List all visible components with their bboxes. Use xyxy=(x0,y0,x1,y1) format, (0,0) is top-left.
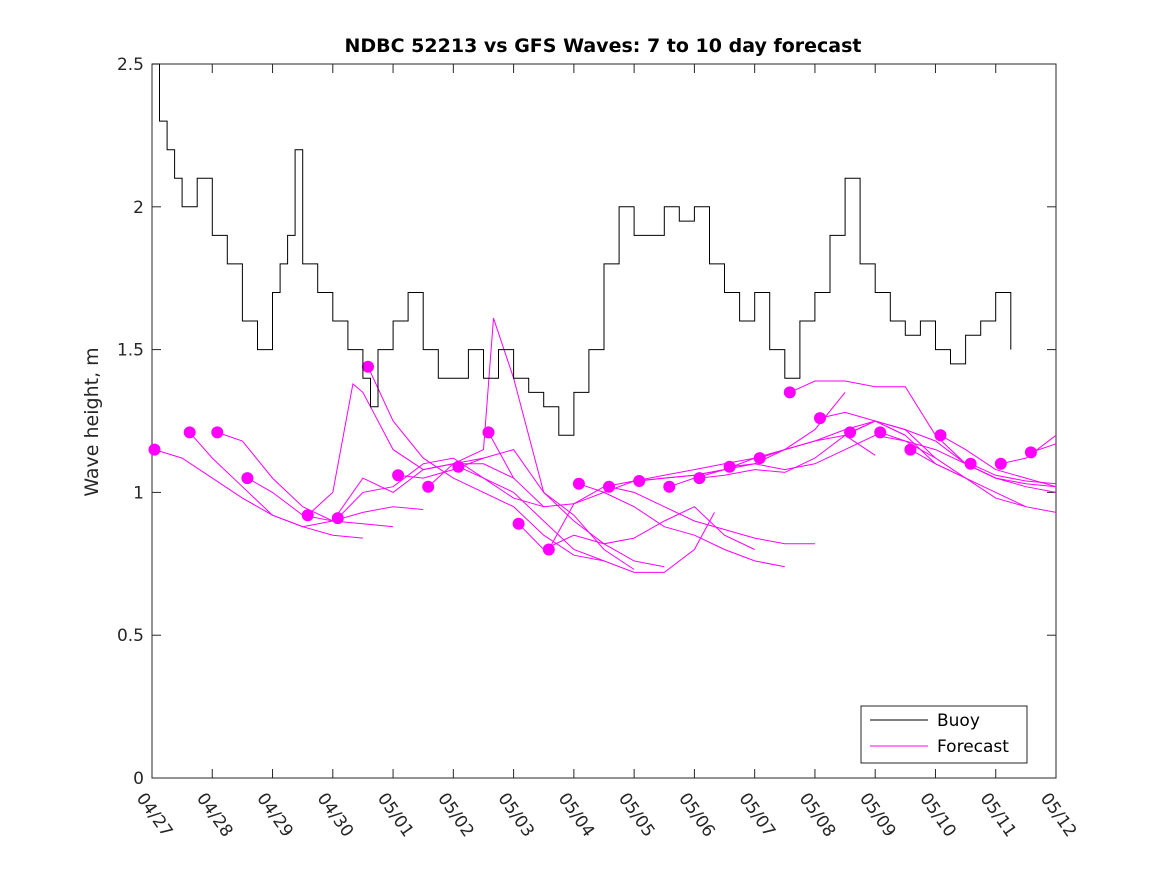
forecast-point xyxy=(934,429,947,442)
forecast-point xyxy=(392,469,405,482)
forecast-point xyxy=(723,460,736,473)
forecast-line xyxy=(1000,434,1057,465)
forecast-line xyxy=(729,434,936,471)
forecast-point xyxy=(211,426,224,439)
forecast-point xyxy=(904,443,917,456)
forecast-line xyxy=(789,380,996,479)
forecast-point xyxy=(183,426,196,439)
y-axis-label: Wave height, m xyxy=(81,347,103,496)
forecast-point xyxy=(572,477,585,490)
chart-title: NDBC 52213 vs GFS Waves: 7 to 10 day for… xyxy=(344,35,861,57)
forecast-line xyxy=(307,382,514,516)
buoy-line xyxy=(152,63,1012,436)
forecast-line xyxy=(217,431,394,528)
forecast-point xyxy=(482,426,495,439)
buoy-series xyxy=(152,63,1012,436)
forecast-point xyxy=(874,426,887,439)
forecast-point xyxy=(663,480,676,493)
forecast-line xyxy=(849,420,1057,493)
y-tick-label: 0 xyxy=(133,769,144,789)
forecast-point xyxy=(994,457,1007,470)
forecast-line xyxy=(427,318,665,568)
forecast-line xyxy=(578,483,785,568)
forecast-point xyxy=(814,412,826,425)
forecast-point xyxy=(331,512,344,525)
forecast-line xyxy=(819,411,1027,508)
forecast-line xyxy=(639,392,846,482)
forecast-point xyxy=(512,517,525,530)
legend-buoy-label: Buoy xyxy=(937,711,980,731)
forecast-point xyxy=(603,480,615,493)
forecast-point xyxy=(241,472,254,485)
forecast-line xyxy=(337,457,544,519)
forecast-point xyxy=(783,386,796,399)
forecast-line xyxy=(940,434,1057,488)
forecast-line xyxy=(910,449,1057,513)
forecast-point xyxy=(633,475,646,487)
forecast-line xyxy=(970,463,1057,485)
y-tick-label: 2 xyxy=(133,198,144,218)
forecast-line xyxy=(367,366,605,562)
forecast-point xyxy=(964,457,977,470)
forecast-point xyxy=(301,509,314,522)
forecast-point xyxy=(422,480,435,493)
forecast-line xyxy=(608,486,815,545)
legend-box xyxy=(860,705,1028,764)
forecast-series-lines xyxy=(154,318,1057,573)
forecast-point xyxy=(452,460,465,473)
forecast-line xyxy=(398,449,635,570)
forecast-point xyxy=(542,543,555,556)
y-tick-label: 1 xyxy=(133,483,144,503)
forecast-point xyxy=(1024,446,1037,459)
forecast-series-markers xyxy=(148,360,1037,556)
forecast-point xyxy=(753,452,766,465)
forecast-point xyxy=(362,360,374,373)
forecast-point xyxy=(693,472,706,485)
forecast-line xyxy=(548,457,755,550)
y-tick-label: 0.5 xyxy=(117,626,144,646)
forecast-point xyxy=(148,443,161,456)
y-tick-label: 1.5 xyxy=(117,341,144,361)
forecast-line xyxy=(189,432,424,528)
legend: Buoy Forecast xyxy=(860,705,1028,764)
axes-box xyxy=(151,63,1057,779)
forecast-line xyxy=(458,466,715,573)
legend-forecast-label: Forecast xyxy=(937,737,1009,757)
plot-area: 00.511.522.5 04/27 04/28 04/29 04/30 05/01 05… xyxy=(117,55,1080,841)
y-tick-label: 2.5 xyxy=(117,55,144,75)
forecast-line xyxy=(759,420,966,479)
y-axis-ticks: 0 0.5 1 1.5 2 2.5 xyxy=(117,55,1056,789)
forecast-line xyxy=(154,449,363,539)
forecast-point xyxy=(844,426,857,439)
forecast-line xyxy=(518,506,755,551)
